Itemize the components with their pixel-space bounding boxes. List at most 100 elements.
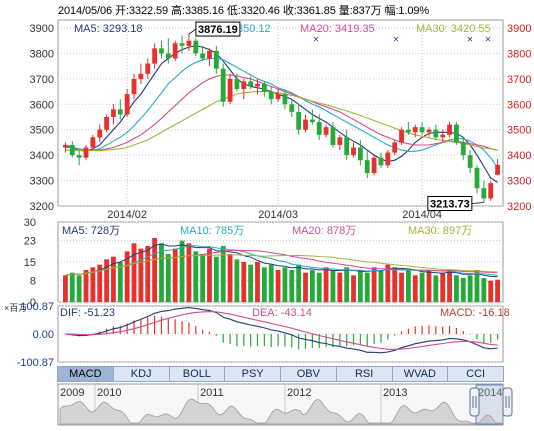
volume-bar[interactable]	[104, 259, 109, 302]
candle-body[interactable]	[405, 129, 411, 133]
tab-macd[interactable]: MACD	[58, 367, 114, 381]
candle-body[interactable]	[460, 142, 466, 156]
volume-bar[interactable]	[309, 270, 315, 302]
volume-bar[interactable]	[488, 280, 494, 302]
volume-bar[interactable]	[289, 270, 295, 302]
candle-body[interactable]	[488, 183, 494, 199]
volume-bar[interactable]	[474, 270, 480, 302]
volume-bar[interactable]	[124, 251, 130, 302]
event-marker-icon[interactable]: ✕	[313, 35, 320, 44]
candle-body[interactable]	[234, 78, 240, 90]
tab-obv[interactable]: OBV	[281, 367, 337, 381]
candle-body[interactable]	[220, 68, 226, 102]
volume-bar[interactable]	[200, 254, 206, 302]
candle-body[interactable]	[124, 94, 130, 115]
volume-bar[interactable]	[316, 272, 322, 302]
candle-body[interactable]	[337, 137, 343, 145]
volume-bar[interactable]	[337, 272, 343, 302]
tab-cci[interactable]: CCI	[466, 368, 486, 380]
candle-body[interactable]	[76, 155, 82, 158]
tab-rsi[interactable]: RSI	[337, 367, 393, 381]
volume-bars[interactable]	[63, 238, 500, 302]
overview-drag-handle[interactable]	[502, 387, 513, 417]
volume-bar[interactable]	[138, 248, 144, 302]
candle-body[interactable]	[289, 104, 295, 112]
volume-bar[interactable]	[399, 272, 404, 302]
volume-bar[interactable]	[159, 243, 164, 302]
event-marker-icon[interactable]: ✕	[467, 35, 474, 44]
volume-bar[interactable]	[186, 243, 192, 302]
tab-boll[interactable]: BOLL	[170, 367, 226, 381]
volume-bar[interactable]	[433, 275, 439, 302]
candle-body[interactable]	[268, 91, 274, 100]
volume-bar[interactable]	[357, 270, 363, 302]
volume-bar[interactable]	[248, 264, 254, 302]
candle-body[interactable]	[330, 127, 336, 145]
volume-bar[interactable]	[454, 275, 459, 302]
candle-body[interactable]	[207, 50, 212, 59]
volume-bar[interactable]	[145, 246, 151, 302]
volume-bar[interactable]	[111, 256, 116, 302]
candle-body[interactable]	[467, 155, 473, 168]
candle-body[interactable]	[303, 119, 308, 130]
candle-body[interactable]	[172, 43, 178, 59]
candle-body[interactable]	[419, 127, 425, 133]
candle-body[interactable]	[248, 81, 254, 87]
volume-bar[interactable]	[385, 264, 391, 302]
event-marker-icon[interactable]: ✕	[393, 35, 400, 44]
candle-body[interactable]	[138, 73, 144, 79]
volume-bar[interactable]	[344, 267, 350, 302]
volume-bar[interactable]	[213, 256, 219, 302]
candle-body[interactable]	[399, 129, 404, 143]
candle-body[interactable]	[316, 122, 322, 135]
candle-body[interactable]	[275, 94, 281, 100]
volume-bar[interactable]	[351, 275, 356, 302]
candle-body[interactable]	[351, 147, 356, 156]
volume-bar[interactable]	[152, 238, 158, 302]
volume-bar[interactable]	[268, 264, 274, 302]
tab-kdj[interactable]: KDJ	[114, 367, 170, 381]
volume-bar[interactable]	[467, 275, 473, 302]
candle-body[interactable]	[200, 53, 206, 59]
candle-body[interactable]	[193, 40, 199, 54]
volume-bar[interactable]	[481, 278, 487, 302]
volume-bar[interactable]	[378, 270, 384, 302]
candle-body[interactable]	[117, 109, 123, 115]
volume-bar[interactable]	[179, 240, 185, 302]
candle-body[interactable]	[186, 40, 192, 46]
candle-body[interactable]	[378, 157, 384, 166]
volume-bar[interactable]	[440, 272, 446, 302]
volume-bar[interactable]	[193, 251, 199, 302]
candle-body[interactable]	[344, 137, 350, 156]
candle-body[interactable]	[454, 124, 459, 143]
candle-body[interactable]	[90, 137, 96, 148]
candle-body[interactable]	[63, 144, 68, 148]
volume-bar[interactable]	[117, 262, 123, 302]
volume-bar[interactable]	[426, 270, 432, 302]
candle-body[interactable]	[104, 117, 109, 130]
candle-body[interactable]	[241, 81, 247, 90]
volume-bar[interactable]	[255, 262, 260, 302]
candle-body[interactable]	[412, 127, 418, 133]
volume-bar[interactable]	[172, 248, 178, 302]
candle-body[interactable]	[179, 43, 185, 46]
candle-body[interactable]	[213, 50, 219, 69]
volume-bar[interactable]	[296, 264, 302, 302]
candle-body[interactable]	[296, 111, 302, 130]
candle-body[interactable]	[392, 142, 398, 153]
volume-bar[interactable]	[405, 270, 411, 302]
candle-body[interactable]	[165, 53, 171, 59]
event-markers[interactable]: ✕ ✕ ✕ ✕	[313, 35, 492, 44]
volume-bar[interactable]	[371, 267, 377, 302]
candle-body[interactable]	[97, 129, 103, 138]
candle-body[interactable]	[255, 83, 260, 87]
volume-bar[interactable]	[303, 272, 308, 302]
candle-body[interactable]	[69, 144, 75, 156]
candle-body[interactable]	[111, 109, 116, 117]
candle-body[interactable]	[282, 94, 288, 105]
volume-bar[interactable]	[282, 267, 288, 302]
candle-body[interactable]	[433, 129, 439, 138]
candle-body[interactable]	[131, 78, 137, 95]
volume-bar[interactable]	[165, 254, 171, 302]
